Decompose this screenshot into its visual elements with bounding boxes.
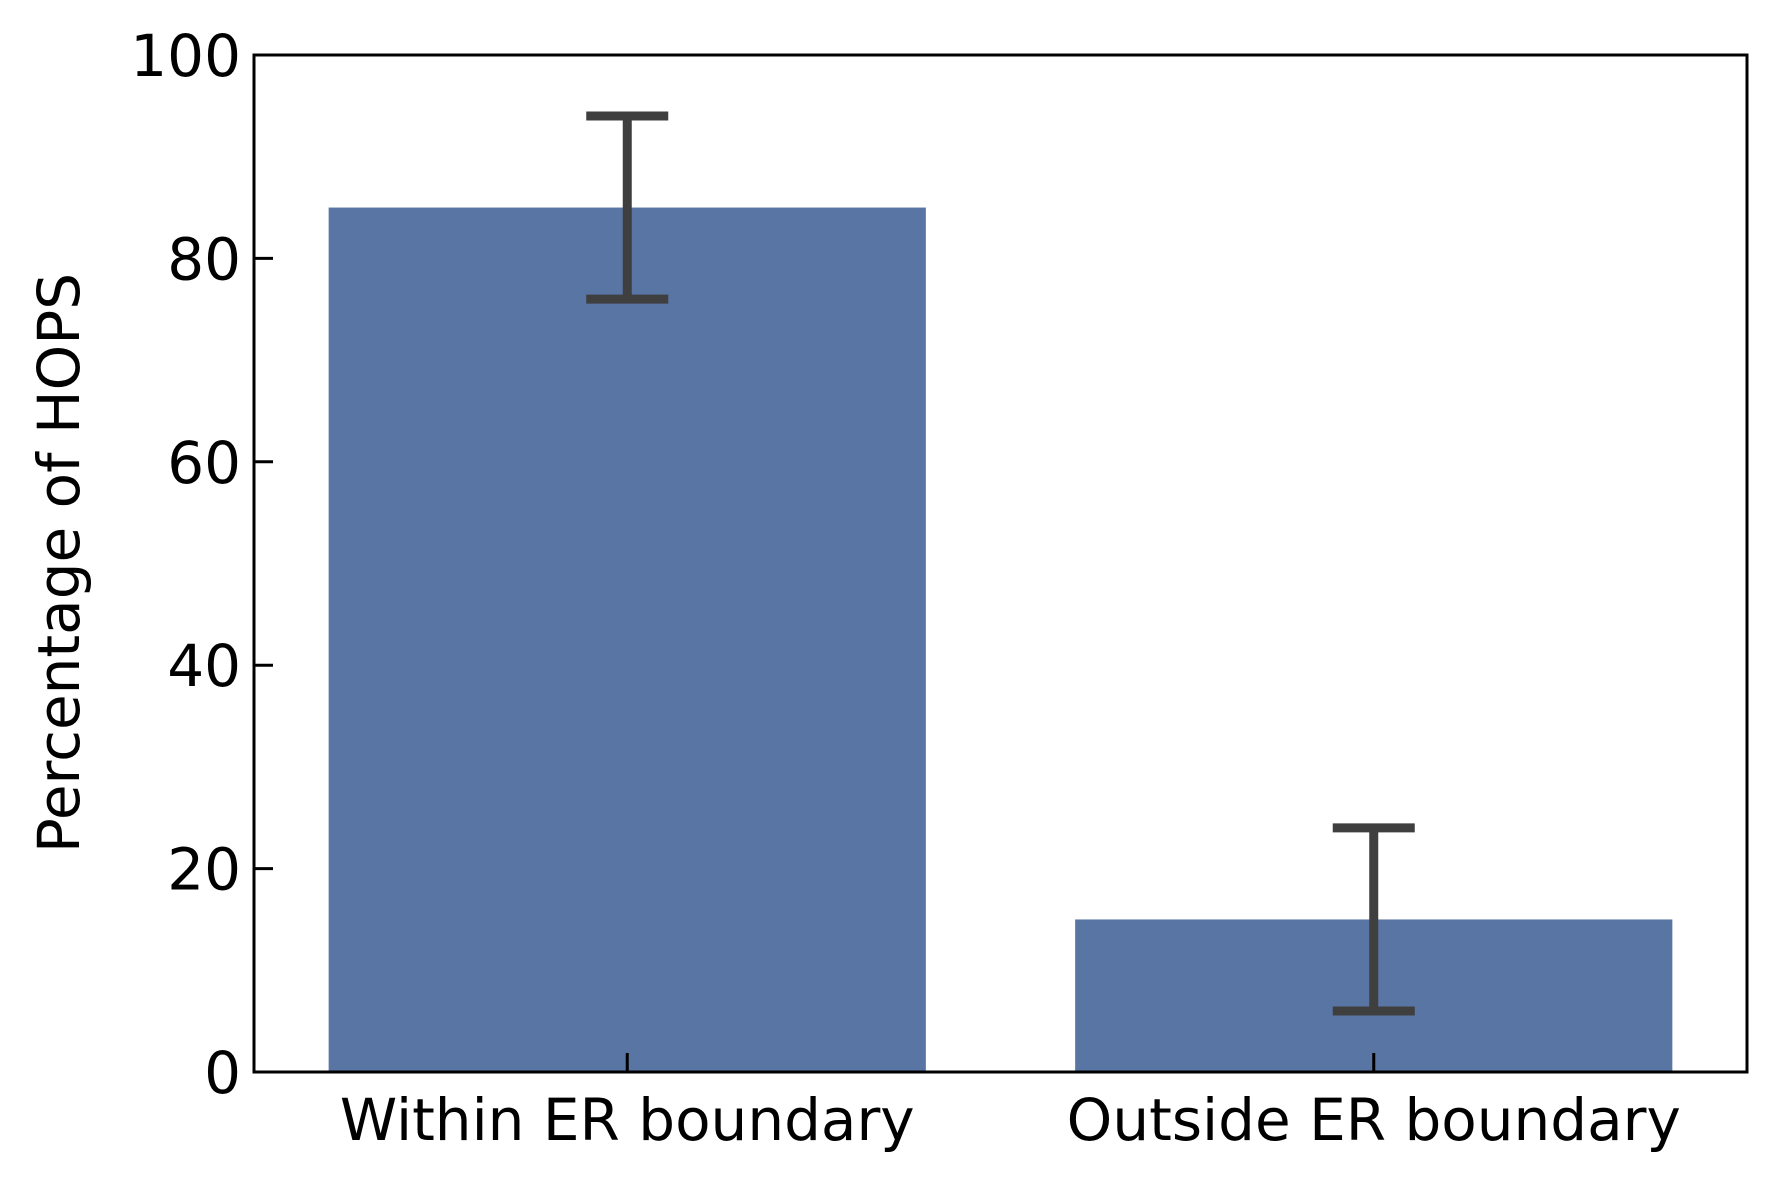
y-axis: 0 20 40 60 80 100 bbox=[130, 22, 273, 1107]
y-tick-label: 80 bbox=[167, 225, 241, 293]
y-tick-label: 20 bbox=[167, 836, 241, 904]
y-tick-label: 100 bbox=[130, 22, 241, 90]
y-tick-label: 40 bbox=[167, 632, 241, 700]
x-axis: Within ER boundary Outside ER boundary bbox=[340, 1053, 1681, 1154]
plot-area-frame bbox=[252, 53, 1749, 1074]
y-axis-title: Percentage of HOPS bbox=[25, 273, 93, 853]
error-bar bbox=[586, 111, 669, 304]
x-tick-label: Within ER boundary bbox=[340, 1086, 915, 1154]
y-tick-label: 60 bbox=[167, 429, 241, 497]
error-bars-layer bbox=[586, 111, 1415, 1016]
error-bar bbox=[1332, 823, 1415, 1016]
bars-layer bbox=[328, 207, 1673, 1073]
x-tick-label: Outside ER boundary bbox=[1067, 1086, 1681, 1154]
bar bbox=[328, 207, 926, 1073]
y-tick-label: 0 bbox=[204, 1039, 241, 1107]
